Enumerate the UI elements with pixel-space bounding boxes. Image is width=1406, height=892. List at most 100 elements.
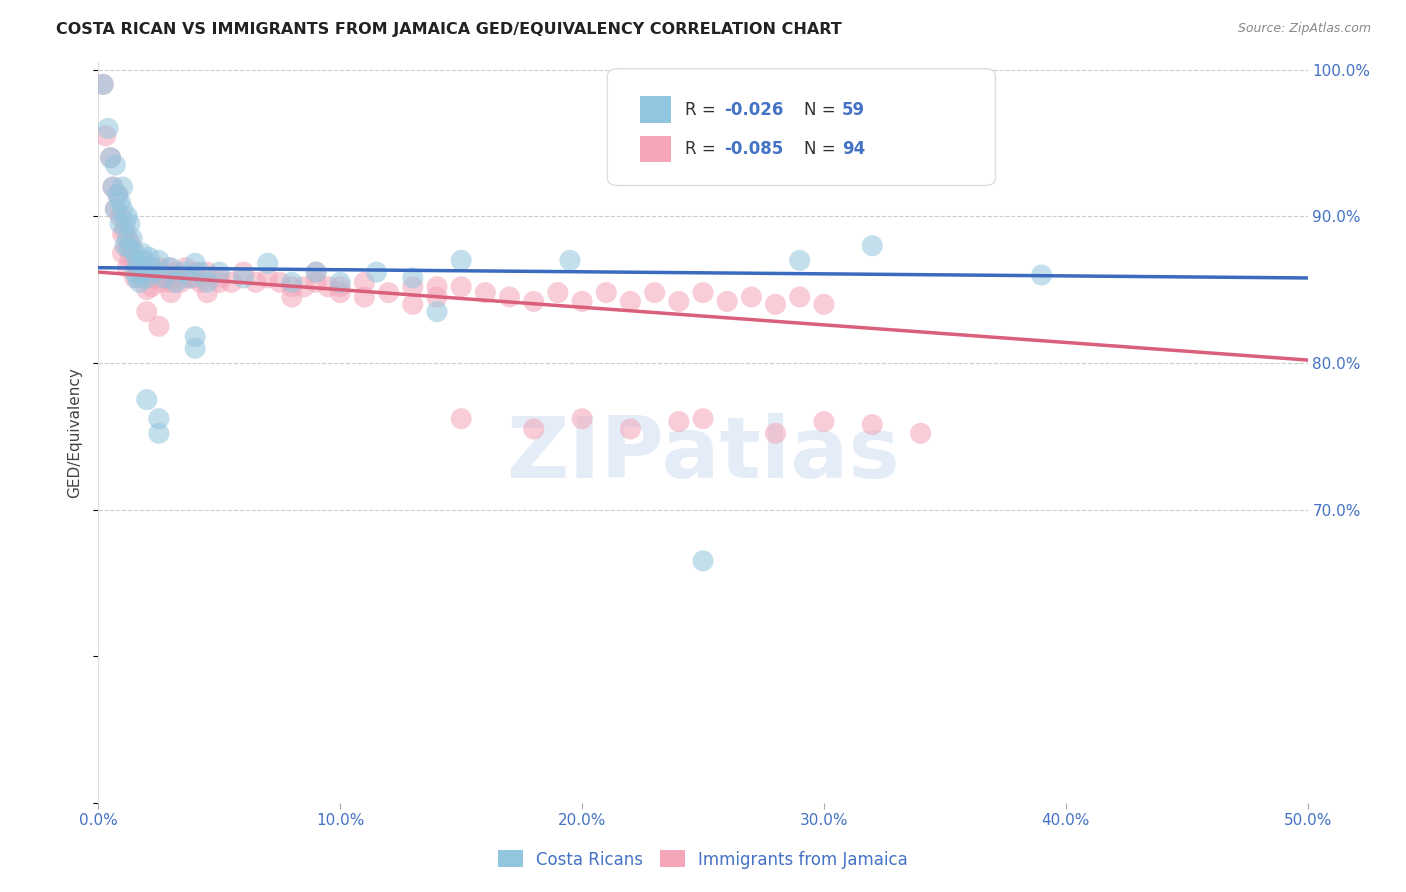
Point xyxy=(353,276,375,290)
Text: N =: N = xyxy=(804,140,841,158)
Point xyxy=(100,151,122,165)
Point xyxy=(131,253,153,268)
Point xyxy=(107,187,129,202)
Point xyxy=(188,265,211,279)
Point xyxy=(124,271,146,285)
Point xyxy=(426,304,449,318)
Point xyxy=(141,260,163,275)
Point xyxy=(1031,268,1053,282)
Point xyxy=(101,180,124,194)
Point xyxy=(860,238,883,252)
Point xyxy=(195,276,218,290)
Point xyxy=(131,265,153,279)
Point xyxy=(107,187,129,202)
Point xyxy=(450,411,472,425)
Point xyxy=(353,290,375,304)
Point xyxy=(118,242,141,256)
Point xyxy=(644,285,666,300)
Point xyxy=(172,265,194,279)
Point xyxy=(281,279,304,293)
Text: -0.085: -0.085 xyxy=(724,140,783,158)
Point xyxy=(160,285,183,300)
Point xyxy=(150,276,173,290)
Point xyxy=(152,265,174,279)
Point xyxy=(692,285,714,300)
Point xyxy=(111,202,134,216)
Point xyxy=(104,158,127,172)
Point xyxy=(100,151,122,165)
Point xyxy=(131,246,153,260)
Point xyxy=(118,217,141,231)
Point xyxy=(128,276,150,290)
Point xyxy=(117,242,139,256)
Point xyxy=(558,253,581,268)
Point xyxy=(117,231,139,245)
Point xyxy=(108,210,131,224)
Point xyxy=(232,271,254,285)
Point xyxy=(152,271,174,285)
Text: 94: 94 xyxy=(842,140,866,158)
Point xyxy=(547,285,569,300)
Point xyxy=(148,260,170,275)
Point xyxy=(117,260,139,275)
Point xyxy=(305,265,328,279)
Point xyxy=(668,415,690,429)
Point xyxy=(245,276,267,290)
Point xyxy=(195,285,218,300)
Point xyxy=(138,271,160,285)
Point xyxy=(135,268,157,282)
Point xyxy=(208,265,231,279)
Point xyxy=(141,279,163,293)
Point xyxy=(402,297,425,311)
Point xyxy=(571,411,593,425)
Point xyxy=(765,426,787,441)
Point xyxy=(195,265,218,279)
Point xyxy=(450,253,472,268)
Point xyxy=(789,290,811,304)
Point xyxy=(813,297,835,311)
Point xyxy=(740,290,762,304)
Point xyxy=(188,276,211,290)
Point xyxy=(329,279,352,293)
Point xyxy=(111,180,134,194)
Point xyxy=(184,341,207,355)
Point xyxy=(366,265,388,279)
Point xyxy=(138,251,160,265)
Point xyxy=(117,210,139,224)
Point xyxy=(165,265,187,279)
Text: N =: N = xyxy=(804,101,841,119)
Point xyxy=(131,271,153,285)
Text: R =: R = xyxy=(685,101,721,119)
Point xyxy=(134,260,156,275)
Point xyxy=(114,238,136,252)
Point xyxy=(148,253,170,268)
Point xyxy=(716,294,738,309)
Y-axis label: GED/Equivalency: GED/Equivalency xyxy=(67,368,83,498)
Point xyxy=(124,265,146,279)
Point xyxy=(160,276,183,290)
Point xyxy=(402,271,425,285)
Point xyxy=(118,235,141,250)
Point xyxy=(329,285,352,300)
Point xyxy=(135,283,157,297)
Point xyxy=(114,217,136,231)
Point xyxy=(135,304,157,318)
Point xyxy=(789,253,811,268)
Point xyxy=(114,224,136,238)
Point xyxy=(426,290,449,304)
Point xyxy=(523,422,546,436)
Point xyxy=(148,319,170,334)
Point xyxy=(148,426,170,441)
Point xyxy=(127,260,149,275)
Point xyxy=(104,202,127,216)
Point xyxy=(860,417,883,432)
Point xyxy=(668,294,690,309)
Point xyxy=(124,256,146,270)
Text: Source: ZipAtlas.com: Source: ZipAtlas.com xyxy=(1237,22,1371,36)
Point xyxy=(134,253,156,268)
Point xyxy=(145,271,167,285)
Point xyxy=(121,242,143,256)
Point xyxy=(148,411,170,425)
Point xyxy=(523,294,546,309)
Point xyxy=(174,260,197,275)
